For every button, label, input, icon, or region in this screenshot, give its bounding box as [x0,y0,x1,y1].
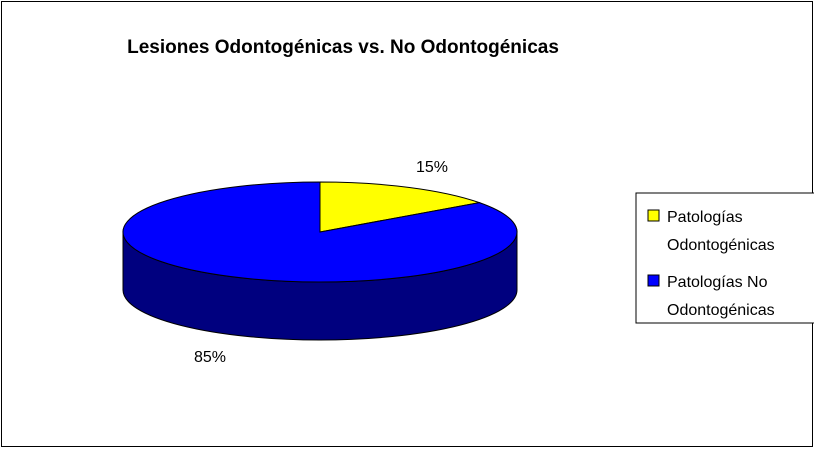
legend-swatch-no-odontogenicas [647,274,660,287]
legend-swatch-odontogenicas [647,209,660,222]
chart-title: Lesiones Odontogénicas vs. No Odontogéni… [127,37,559,58]
legend-label-no-odontogenicas-line1: Patologías No [667,274,768,291]
legend-label-odontogenicas-line2: Odontogénicas [667,237,775,254]
data-label-no-odontogenicas: 85% [194,349,226,366]
data-label-odontogenicas: 15% [416,159,448,176]
pie-slice-odontogenicas [319,181,482,233]
legend: Patologías Odontogénicas Patologías No O… [635,192,814,324]
legend-label-no-odontogenicas-line2: Odontogénicas [667,302,775,319]
legend-box [635,192,814,324]
pie-slice-no-odontogenicas [122,181,518,283]
legend-label-odontogenicas-line1: Patologías [667,209,743,226]
pie-group [122,181,518,341]
